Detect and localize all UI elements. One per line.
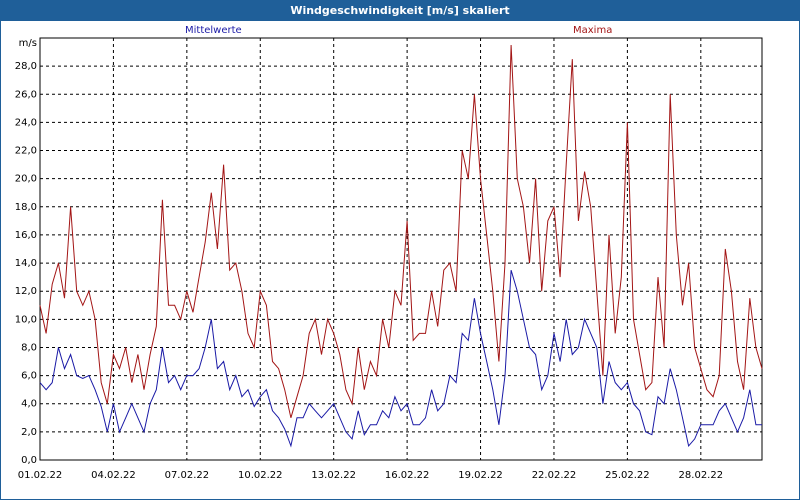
y-tick-label: 6,0 [21,371,37,382]
x-tick-label: 28.02.22 [679,470,724,481]
series-line-maxima [39,44,763,418]
x-tick-label: 04.02.22 [91,470,136,481]
y-tick-label: 24,0 [15,117,37,128]
y-tick-label: 10,0 [15,314,37,325]
legend-maxima: Maxima [573,25,613,36]
y-tick-label: 20,0 [15,174,37,185]
y-tick-label: 0,0 [21,455,37,466]
x-tick-label: 22.02.22 [532,470,577,481]
y-tick-label: 16,0 [15,230,37,241]
y-tick-label: 26,0 [15,89,37,100]
x-tick-label: 16.02.22 [385,470,430,481]
x-tick-label: 07.02.22 [165,470,210,481]
y-tick-label: 12,0 [15,286,37,297]
x-tick-label: 13.02.22 [311,470,356,481]
x-tick-label: 10.02.22 [238,470,283,481]
y-tick-label: 22,0 [15,146,37,157]
y-tick-label: 14,0 [15,258,37,269]
x-tick-label: 25.02.22 [605,470,650,481]
y-tick-label: 18,0 [15,202,37,213]
y-tick-label: 2,0 [21,427,37,438]
x-tick-label: 19.02.22 [458,470,503,481]
y-axis-unit: m/s [19,38,37,49]
y-tick-label: 4,0 [21,399,37,410]
y-tick-label: 28,0 [15,61,37,72]
plot-frame [39,37,763,461]
y-tick-label: 8,0 [21,342,37,353]
x-tick-label: 01.02.22 [18,470,63,481]
legend-mittelwerte: Mittelwerte [185,25,242,36]
window-title: Windgeschwindigkeit [m/s] skaliert [1,1,799,21]
series-line-mittelwerte [39,269,762,448]
